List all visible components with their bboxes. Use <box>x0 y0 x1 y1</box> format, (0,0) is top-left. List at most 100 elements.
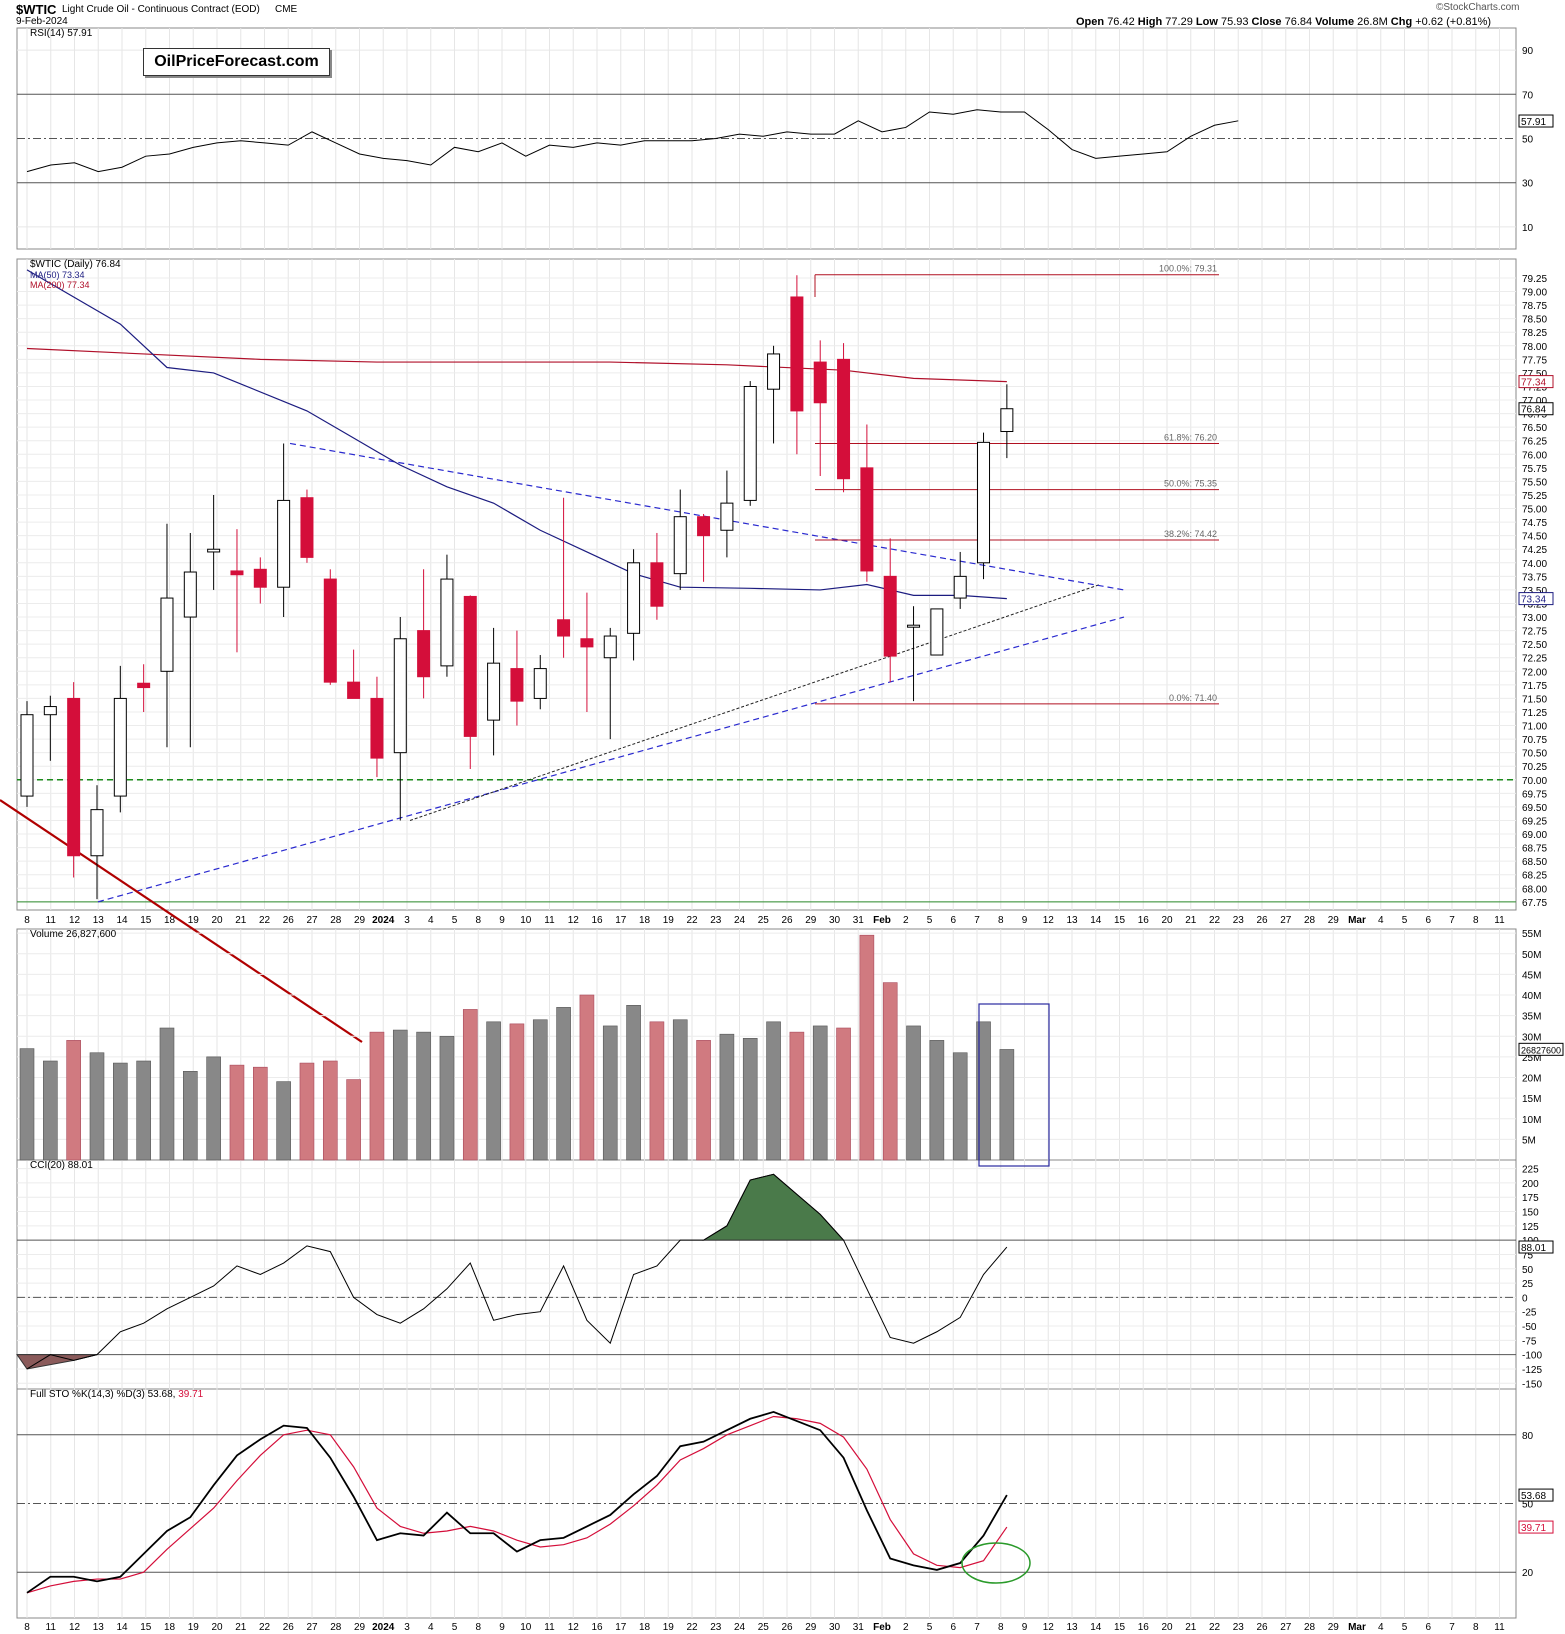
volume-bar <box>229 1064 245 1161</box>
x-tick-label: 10 <box>520 915 532 926</box>
fib-label: 50.0%: 75.35 <box>1164 479 1217 489</box>
x-tick-label: 24 <box>734 1622 746 1633</box>
price-tick-label: 79.00 <box>1522 288 1547 299</box>
volume-current-label: 26827600 <box>1521 1045 1561 1055</box>
x-tick-label: 19 <box>188 1622 200 1633</box>
ma50-legend: MA(50) 73.34 <box>30 270 85 280</box>
x-tick-label: 14 <box>1090 915 1102 926</box>
volume-tick-label: 40M <box>1522 991 1541 1002</box>
sto-legend: Full STO %K(14,3) %D(3) 53.68, 39.71 <box>30 1389 203 1400</box>
x-tick-label: 23 <box>1233 915 1245 926</box>
candle-body <box>113 697 127 797</box>
volume-bar <box>672 1019 688 1161</box>
volume-bar <box>43 1060 58 1161</box>
x-tick-label: 15 <box>140 915 152 926</box>
cci-tick-label: 225 <box>1522 1165 1539 1176</box>
x-tick-label: 27 <box>1280 915 1292 926</box>
x-tick-label: 2 <box>903 915 909 926</box>
candle-body <box>627 562 641 634</box>
x-tick-label: Feb <box>873 915 891 926</box>
sto-crossover-circle <box>961 1542 1031 1584</box>
x-tick-label: 13 <box>1066 1622 1078 1633</box>
x-tick-label: 5 <box>1402 915 1408 926</box>
close-label: Close <box>1251 16 1282 28</box>
candle-body <box>697 516 711 537</box>
candle-body <box>953 575 967 599</box>
rsi-line <box>26 109 1239 173</box>
cci-legend: CCI(20) 88.01 <box>30 1160 93 1171</box>
candle-body <box>533 668 547 699</box>
x-tick-label: 21 <box>235 1622 247 1633</box>
x-tick-label: 24 <box>734 915 746 926</box>
x-tick-label: 22 <box>259 1622 271 1633</box>
candle-body <box>43 706 57 716</box>
x-tick-label: 19 <box>188 915 200 926</box>
candle-body <box>67 697 81 857</box>
rsi-tick-label: 10 <box>1522 223 1534 234</box>
price-current-box <box>1518 375 1554 389</box>
candle-body <box>790 296 804 412</box>
x-tick-label: 15 <box>1114 1622 1126 1633</box>
x-tick-label: 29 <box>354 1622 366 1633</box>
candle-body <box>20 714 34 797</box>
x-tick-label: 31 <box>853 915 865 926</box>
long-downtrend-line <box>0 799 363 1043</box>
candle-body <box>160 597 174 672</box>
sto-d-value: 39.71 <box>178 1389 204 1400</box>
volume-bar <box>882 982 898 1161</box>
fib-label: 38.2%: 74.42 <box>1164 529 1217 539</box>
cci-tick-label: 25 <box>1522 1279 1534 1290</box>
x-tick-label: 13 <box>93 915 105 926</box>
x-tick-label: 13 <box>1066 915 1078 926</box>
rsi-tick-label: 30 <box>1522 179 1534 190</box>
x-tick-label: 11 <box>1494 915 1505 926</box>
price-tick-label: 76.00 <box>1522 450 1547 461</box>
x-tick-label: 23 <box>710 1622 722 1633</box>
candle-body <box>860 467 874 572</box>
price-current-label: 76.84 <box>1521 405 1546 416</box>
panel-price-frame <box>16 258 1517 911</box>
x-tick-label: Mar <box>1348 1622 1366 1633</box>
x-tick-label: 7 <box>974 1622 980 1633</box>
x-tick-label: 5 <box>452 1622 458 1633</box>
candle-body <box>347 681 361 699</box>
candle-body <box>90 809 104 857</box>
volume-bar <box>719 1033 735 1161</box>
price-tick-label: 74.00 <box>1522 559 1547 570</box>
close-value: 76.84 <box>1284 16 1313 28</box>
ma50-line <box>26 269 1007 600</box>
price-tick-label: 68.50 <box>1522 857 1547 868</box>
rsi-tick-label: 70 <box>1522 90 1534 101</box>
x-tick-label: 9 <box>499 915 505 926</box>
volume-bar <box>159 1027 175 1161</box>
candle-body <box>370 697 384 759</box>
price-current-label: 73.34 <box>1521 595 1546 606</box>
ma200-line <box>26 347 1007 383</box>
x-tick-label: 8 <box>998 915 1004 926</box>
price-tick-label: 76.25 <box>1522 437 1547 448</box>
candle-body <box>417 630 431 678</box>
chg-value: +0.62 (+0.81%) <box>1415 16 1492 28</box>
volume-bar <box>696 1040 711 1161</box>
volume-tick-label: 45M <box>1522 970 1541 981</box>
volume-bar <box>929 1040 945 1161</box>
x-tick-label: 26 <box>781 1622 793 1633</box>
sto-d-current-box <box>1518 1520 1554 1534</box>
candle-body <box>463 595 477 737</box>
x-tick-label: 8 <box>475 915 481 926</box>
x-tick-label: 4 <box>1378 1622 1384 1633</box>
cci-tick-label: 175 <box>1522 1193 1539 1204</box>
volume-bar <box>836 1027 851 1161</box>
fib-label: 100.0%: 79.31 <box>1159 264 1217 274</box>
cci-tick-label: 50 <box>1522 1265 1534 1276</box>
volume-bar <box>183 1071 198 1161</box>
candle-body <box>813 361 827 404</box>
cci-tick-label: -50 <box>1522 1322 1537 1333</box>
price-tick-label: 70.75 <box>1522 735 1547 746</box>
x-tick-label: 31 <box>853 1622 865 1633</box>
rsi-tick-label: 50 <box>1522 135 1534 146</box>
volume-current-box <box>1518 1042 1564 1056</box>
x-tick-label: 26 <box>1256 1622 1268 1633</box>
volume-tick-label: 10M <box>1522 1115 1541 1126</box>
x-tick-label: 22 <box>259 915 271 926</box>
